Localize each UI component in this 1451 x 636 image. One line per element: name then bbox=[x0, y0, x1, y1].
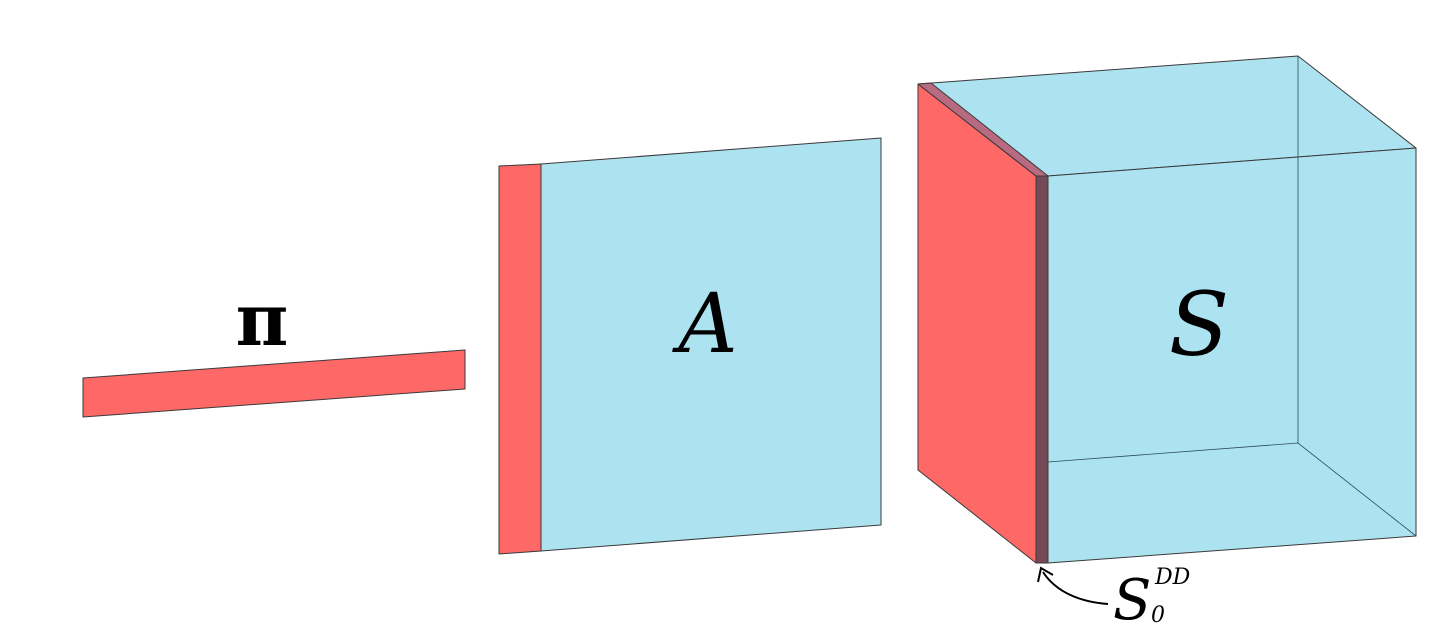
s-cube-hidden-edge-bottom bbox=[1047, 442, 1417, 537]
a-label: A bbox=[671, 277, 737, 372]
s0-label-main: S bbox=[1113, 568, 1151, 633]
s0-label-subscript: 0 bbox=[1151, 603, 1165, 628]
s0-arrowhead-icon bbox=[1037, 566, 1054, 583]
s0-boundary-strip bbox=[1035, 175, 1049, 564]
pi-strip bbox=[82, 349, 466, 418]
s-cube-group: S bbox=[917, 55, 1417, 564]
pi-strip-group: π bbox=[82, 277, 466, 418]
pi-label: π bbox=[236, 277, 289, 362]
s0-pointer-arrow bbox=[1042, 571, 1109, 605]
a-slab-group: A bbox=[498, 137, 882, 555]
s0-label-superscript: DD bbox=[1154, 565, 1191, 590]
a-slab-red-edge bbox=[498, 163, 542, 555]
s-label: S bbox=[1169, 273, 1229, 376]
s-cube-front-face bbox=[1047, 147, 1417, 564]
s0-annotation-group: S DD 0 bbox=[1037, 565, 1191, 633]
